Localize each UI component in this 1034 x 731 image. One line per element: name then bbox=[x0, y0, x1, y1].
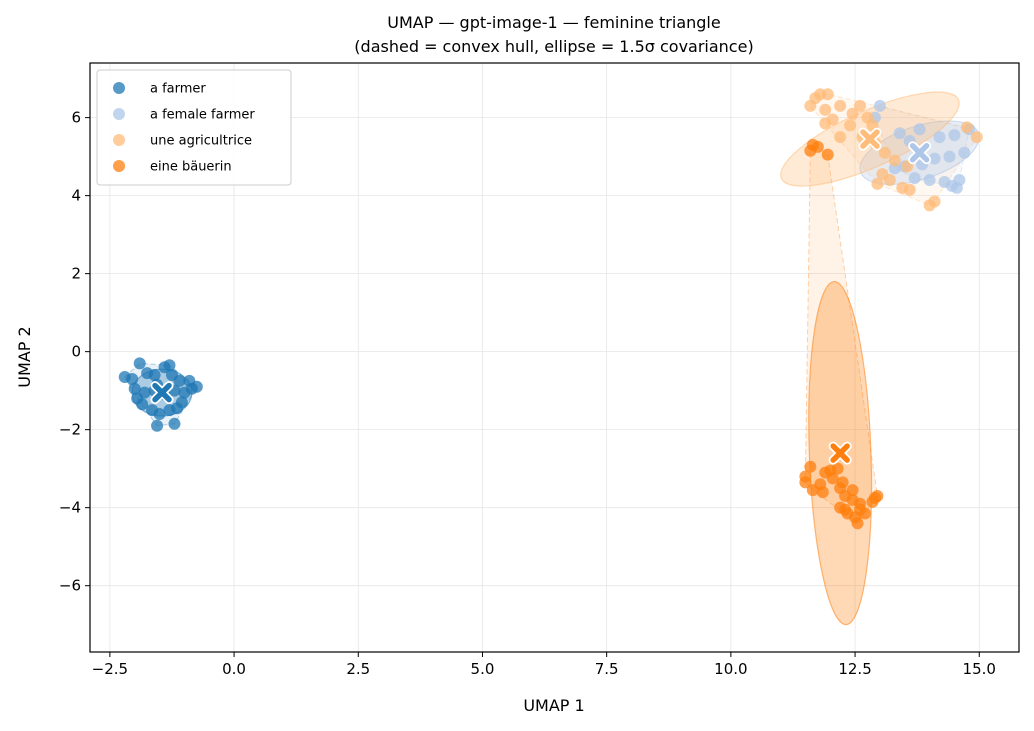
legend-marker-a-female-farmer bbox=[113, 108, 125, 120]
legend-marker-a-farmer bbox=[113, 82, 125, 94]
x-tick-label: 5.0 bbox=[471, 660, 495, 678]
data-point-eine-b-uerin bbox=[816, 486, 829, 499]
data-point-a-female-farmer bbox=[928, 152, 941, 165]
data-point-eine-b-uerin bbox=[846, 484, 859, 497]
data-point-a-female-farmer bbox=[953, 174, 966, 187]
data-point-a-female-farmer bbox=[873, 99, 886, 112]
data-point-a-farmer bbox=[168, 417, 181, 430]
x-tick-label: 12.5 bbox=[838, 660, 871, 678]
data-point-une-agricultrice bbox=[903, 183, 916, 196]
data-point-eine-b-uerin bbox=[811, 140, 824, 153]
data-point-eine-b-uerin bbox=[854, 497, 867, 510]
data-point-a-farmer bbox=[151, 419, 164, 432]
data-point-a-female-farmer bbox=[923, 174, 936, 187]
data-point-une-agricultrice bbox=[834, 131, 847, 144]
data-point-a-farmer bbox=[178, 386, 191, 399]
centroid-marker-une-agricultrice bbox=[860, 129, 880, 149]
data-point-eine-b-uerin bbox=[851, 517, 864, 530]
data-point-a-farmer bbox=[173, 374, 186, 387]
data-point-a-farmer bbox=[128, 382, 141, 395]
legend-box bbox=[96, 69, 292, 186]
x-tick-label: 2.5 bbox=[346, 660, 370, 678]
data-point-une-agricultrice bbox=[970, 131, 983, 144]
y-tick-label: −6 bbox=[59, 577, 81, 595]
centroid-marker-eine-b-uerin bbox=[830, 443, 850, 463]
data-point-eine-b-uerin bbox=[858, 507, 871, 520]
data-point-eine-b-uerin bbox=[799, 476, 812, 489]
data-point-a-farmer bbox=[153, 408, 166, 421]
data-point-a-female-farmer bbox=[913, 123, 926, 136]
legend-marker-une-agricultrice bbox=[113, 134, 125, 146]
data-point-une-agricultrice bbox=[960, 121, 973, 134]
y-tick-label: 2 bbox=[71, 265, 81, 283]
y-tick-label: −2 bbox=[59, 421, 81, 439]
data-point-a-farmer bbox=[133, 357, 146, 370]
centroid-marker-a-female-farmer bbox=[909, 142, 930, 163]
data-point-eine-b-uerin bbox=[826, 472, 839, 485]
legend: a farmer a female farmer une agricultrice e… bbox=[96, 69, 292, 186]
data-point-une-agricultrice bbox=[844, 119, 857, 132]
y-tick-label: −4 bbox=[59, 499, 81, 517]
plot-frame bbox=[89, 62, 1020, 653]
y-tick-label: 6 bbox=[71, 109, 81, 127]
x-axis-ticks: −2.5 0.0 2.5 5.0 7.5 10.0 12.5 15.0 bbox=[92, 652, 996, 678]
data-point-a-farmer bbox=[163, 359, 176, 372]
data-point-une-agricultrice bbox=[804, 99, 817, 112]
x-axis-label: UMAP 1 bbox=[523, 696, 584, 715]
data-point-une-agricultrice bbox=[819, 117, 832, 130]
data-point-une-agricultrice bbox=[928, 195, 941, 208]
centroid-markers bbox=[150, 127, 932, 465]
data-point-eine-b-uerin bbox=[831, 462, 844, 475]
data-point-une-agricultrice bbox=[878, 146, 891, 159]
data-point-eine-b-uerin bbox=[821, 148, 834, 161]
centroid-marker-a-farmer bbox=[152, 382, 172, 403]
y-axis-ticks: −6 −4 −2 0 2 4 6 bbox=[59, 109, 90, 595]
data-point-a-female-farmer bbox=[908, 172, 921, 185]
legend-label-eine-b-uerin: eine bäuerin bbox=[150, 160, 232, 175]
data-point-une-agricultrice bbox=[888, 154, 901, 167]
y-tick-label: 0 bbox=[71, 343, 81, 361]
data-point-a-female-farmer bbox=[933, 131, 946, 144]
chart-title: UMAP — gpt-image-1 — feminine triangle bbox=[387, 13, 720, 32]
chart-subtitle: (dashed = convex hull, ellipse = 1.5σ co… bbox=[354, 37, 753, 56]
data-point-une-agricultrice bbox=[883, 174, 896, 187]
convex-hull-eine-b-uerin bbox=[804, 144, 878, 524]
data-point-a-female-farmer bbox=[893, 127, 906, 140]
grid bbox=[90, 63, 1019, 652]
data-points bbox=[118, 88, 983, 530]
data-point-eine-b-uerin bbox=[871, 489, 884, 502]
data-point-a-farmer bbox=[175, 396, 188, 409]
data-point-a-female-farmer bbox=[958, 146, 971, 159]
data-point-une-agricultrice bbox=[854, 99, 867, 112]
y-tick-label: 4 bbox=[71, 187, 81, 205]
x-tick-label: −2.5 bbox=[92, 660, 128, 678]
y-axis-label: UMAP 2 bbox=[15, 326, 34, 387]
data-point-a-farmer bbox=[148, 369, 161, 382]
data-point-une-agricultrice bbox=[871, 177, 884, 190]
data-point-a-female-farmer bbox=[948, 129, 961, 142]
legend-label-une-agricultrice: une agricultrice bbox=[150, 134, 252, 149]
x-tick-label: 10.0 bbox=[714, 660, 747, 678]
data-point-a-farmer bbox=[190, 380, 203, 393]
x-tick-label: 0.0 bbox=[222, 660, 246, 678]
x-tick-label: 7.5 bbox=[595, 660, 619, 678]
data-point-une-agricultrice bbox=[834, 99, 847, 112]
data-point-une-agricultrice bbox=[819, 103, 832, 116]
data-point-a-farmer bbox=[136, 398, 149, 411]
data-point-a-female-farmer bbox=[943, 150, 956, 163]
legend-label-a-female-farmer: a female farmer bbox=[150, 108, 255, 123]
x-tick-label: 15.0 bbox=[963, 660, 996, 678]
legend-label-a-farmer: a farmer bbox=[150, 82, 206, 97]
data-point-une-agricultrice bbox=[821, 88, 834, 101]
data-point-eine-b-uerin bbox=[804, 460, 817, 473]
data-point-une-agricultrice bbox=[846, 107, 859, 120]
legend-marker-eine-b-uerin bbox=[113, 160, 125, 172]
data-point-a-farmer bbox=[126, 372, 139, 385]
